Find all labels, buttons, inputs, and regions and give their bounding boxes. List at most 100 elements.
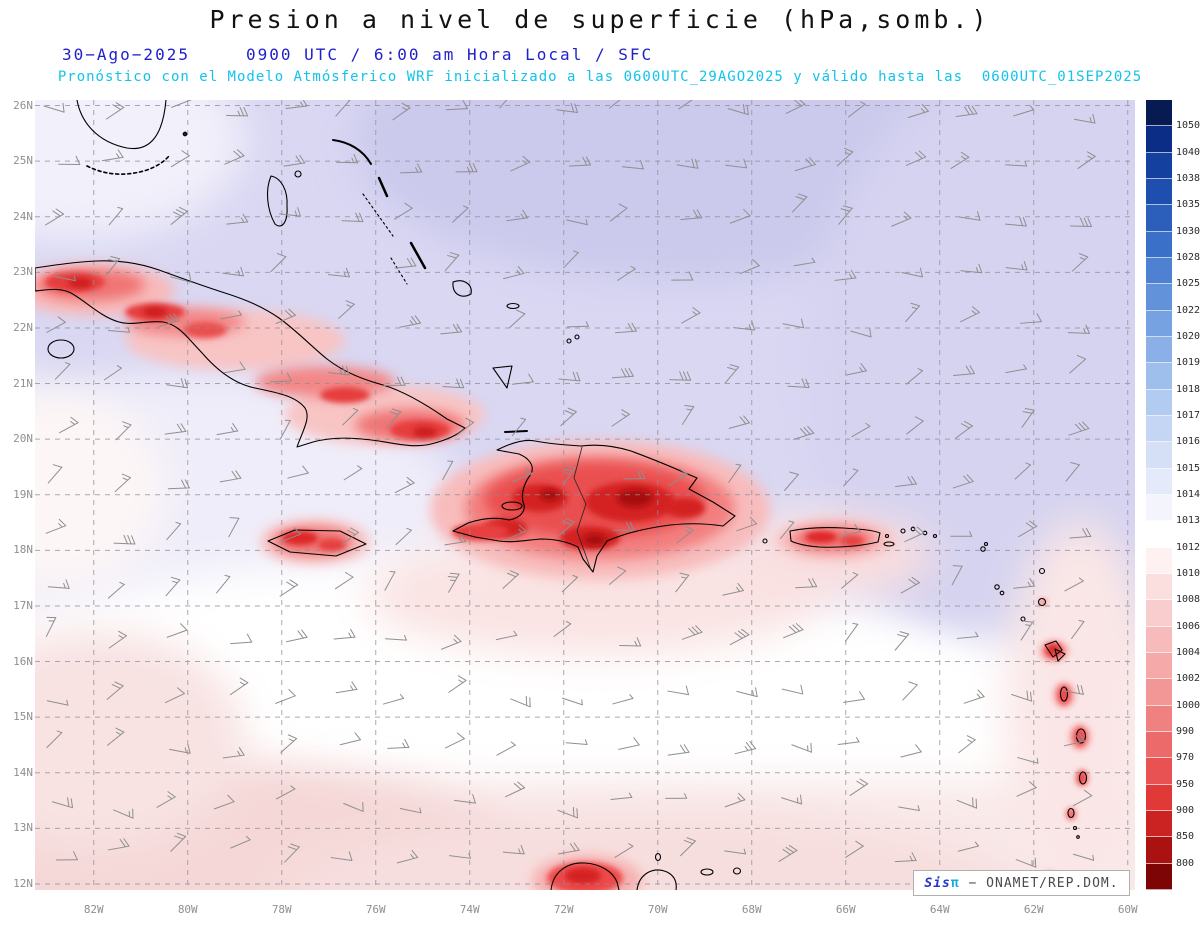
wind-barb (224, 149, 245, 165)
wind-barb (275, 689, 296, 704)
wind-barb (1005, 160, 1028, 167)
wind-barb (781, 794, 803, 805)
wind-barb (54, 275, 76, 282)
colorbar-tick-label: 1030 (1176, 225, 1200, 237)
colorbar-segment (1146, 231, 1172, 258)
wind-barb (335, 98, 351, 117)
wind-barb (216, 423, 239, 436)
colorbar-segment (1146, 363, 1172, 390)
colorbar-tick-label: 1013 (1176, 515, 1200, 527)
wind-barb (46, 316, 66, 333)
wind-barb (676, 158, 699, 169)
wind-barb (736, 516, 758, 532)
colorbar-tick-label: 850 (1176, 831, 1195, 843)
wind-barb (621, 159, 644, 170)
wind-barb (279, 419, 291, 440)
wind-barb (327, 267, 350, 278)
wind-barb (285, 97, 308, 110)
wind-barb (898, 805, 920, 812)
wind-barb (960, 263, 983, 274)
colorbar-tick-label: 1018 (1176, 383, 1200, 395)
colorbar-tick-label: 1025 (1176, 278, 1200, 290)
wind-barb (1071, 620, 1085, 640)
lat-tick-label: 12N (13, 876, 33, 890)
bimini-island (182, 131, 188, 137)
wind-barb (45, 518, 67, 534)
wind-barb (449, 853, 471, 859)
lat-tick-label: 23N (13, 265, 33, 279)
wind-barb (557, 806, 578, 819)
wind-barb (113, 534, 136, 545)
wind-barb (336, 154, 359, 164)
colorbar-segment (1146, 415, 1172, 443)
south-america-coast (550, 852, 742, 891)
wind-barb (164, 687, 185, 704)
wind-barb (733, 320, 756, 331)
wind-barb (394, 257, 417, 269)
paraguana-peninsula-coastline (636, 869, 677, 891)
wind-barb (783, 623, 804, 639)
wind-barb (957, 841, 980, 852)
wind-barb (395, 527, 412, 546)
wind-barb (1073, 113, 1096, 124)
wind-barb (456, 417, 475, 436)
colorbar-tick-label: 900 (1176, 805, 1195, 816)
cuba-coastline (34, 260, 466, 448)
colorbar-segment (1146, 731, 1172, 759)
wind-barb (444, 732, 465, 749)
wind-barb (170, 206, 188, 225)
wind-barb (727, 104, 749, 116)
wind-barb (106, 681, 124, 700)
wind-barb (610, 792, 633, 801)
wind-barb (444, 252, 460, 272)
wind-barb (1062, 684, 1084, 695)
wind-barb (170, 832, 187, 852)
wind-barb (1013, 105, 1035, 117)
wind-barb (611, 409, 630, 427)
wind-barb (400, 163, 423, 174)
lon-tick-label: 66W (835, 903, 856, 916)
wind-barb (561, 574, 579, 593)
wind-barb (114, 473, 132, 493)
wind-barb (107, 727, 125, 746)
wind-barb (280, 527, 302, 543)
wind-barb (216, 574, 231, 594)
wind-barb (170, 272, 192, 283)
wind-barb (452, 205, 469, 223)
wind-barb (619, 637, 642, 647)
wind-barb (213, 794, 235, 810)
wind-barb (623, 470, 646, 480)
wind-barb (609, 203, 628, 222)
wind-barb (736, 687, 758, 698)
date-label: 30−Ago−2025 (62, 45, 190, 64)
wind-barb (506, 524, 527, 540)
wind-barb (728, 415, 750, 429)
wind-barb (845, 363, 867, 376)
wind-barb (951, 565, 963, 586)
wind-barb (399, 315, 422, 328)
lon-tick-label: 70W (647, 903, 668, 916)
colorbar-segment (1146, 257, 1172, 285)
colorbar-segment (1146, 310, 1172, 337)
wind-barb (566, 321, 589, 328)
wind-barb (1077, 151, 1096, 169)
watermark-pi-logo: π (950, 875, 960, 891)
colorbar-segment (1146, 126, 1172, 153)
colorbar-tick-label: 1004 (1176, 647, 1200, 658)
wind-barb (785, 98, 806, 114)
wind-barb (836, 147, 854, 167)
colorbar-segment (1146, 679, 1172, 706)
wind-barb (333, 628, 356, 640)
wind-barb (558, 518, 575, 537)
wind-barb (339, 732, 362, 746)
wind-barb (503, 265, 525, 280)
wind-barb (1005, 364, 1027, 374)
wind-barb (954, 420, 973, 439)
wind-barb (226, 213, 249, 225)
wind-barb (496, 741, 516, 756)
wind-barb (781, 684, 804, 695)
wind-barb (557, 842, 580, 855)
wind-barb (386, 408, 402, 428)
wind-barb (105, 102, 125, 120)
colorbar-tick-label: 950 (1176, 778, 1195, 790)
